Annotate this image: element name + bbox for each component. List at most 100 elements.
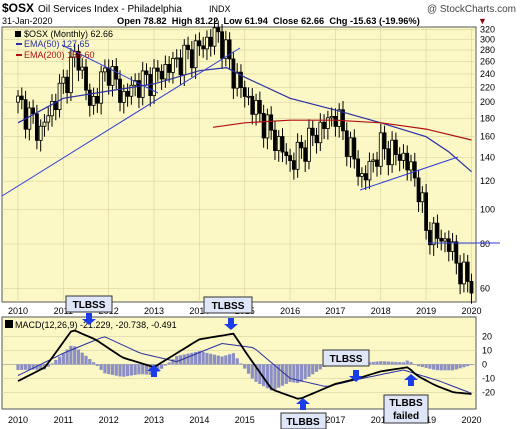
macd-y-tick-label: 0 (482, 359, 487, 369)
price-bar (265, 108, 270, 150)
price-bar (239, 64, 243, 99)
macd-hist-bar (156, 364, 160, 373)
macd-hist-bar (125, 364, 130, 377)
macd-hist-bar (80, 352, 84, 365)
x-tick-label: 2011 (54, 415, 73, 425)
price-bar (284, 143, 289, 165)
macd-hist-bar (228, 354, 232, 365)
callout-4-text: TLBBS (286, 417, 320, 428)
ohlc-readout: Open 78.82 High 81.22 Low 61.94 Close 62… (117, 16, 420, 26)
macd-hist-bar (235, 358, 239, 365)
legend-ema50: EMA(50) 127.65 (24, 39, 90, 49)
price-bar (208, 29, 213, 57)
macd-y-axis: -20 -10 0 10 20 (482, 332, 495, 398)
x-tick-label: 2017 (325, 306, 345, 316)
price-bar (371, 153, 376, 173)
price-y-tick-label: 200 (480, 97, 495, 107)
macd-hist-bar (277, 364, 281, 388)
macd-hist-bar (292, 364, 296, 383)
x-tick-label: 2015 (235, 415, 255, 425)
x-tick-label: 2016 (280, 306, 300, 316)
price-bar (356, 150, 360, 186)
macd-y-tick-label: 10 (482, 345, 492, 355)
x-tick-label: 2014 (189, 415, 209, 425)
price-y-tick-label: 160 (480, 132, 495, 142)
callout-2-text: TLBSS (212, 301, 245, 312)
price-y-tick-label: 320 (480, 24, 495, 34)
price-bar (367, 152, 372, 189)
macd-hist-bar (209, 353, 213, 365)
macd-hist-bar (382, 361, 387, 365)
macd-hist-bar (88, 359, 92, 365)
macd-y-tick-label: 20 (482, 332, 492, 342)
price-bar (50, 94, 54, 127)
trendline-up (1, 47, 241, 197)
macd-hist-bar (243, 364, 247, 369)
price-bar (231, 51, 236, 100)
price-bar (133, 73, 138, 97)
macd-hist-bar (118, 364, 122, 377)
macd-hist-bar (299, 364, 304, 382)
price-bar (152, 59, 156, 104)
macd-hist-bar (428, 364, 432, 369)
callout-3-text: TLBSS (330, 354, 363, 365)
price-bar (159, 64, 164, 91)
macd-hist-bar (46, 364, 50, 367)
price-bar (363, 165, 368, 190)
macd-hist-bar (254, 364, 258, 382)
macd-hist-bar (107, 364, 111, 375)
callout-3: TLBSS (322, 349, 370, 367)
price-bar (439, 229, 444, 251)
macd-hist-bar (175, 356, 179, 365)
macd-hist-bar (454, 364, 458, 370)
macd-hist-bar (424, 364, 428, 368)
signal-arrows (82, 313, 418, 410)
macd-hist-bar (458, 364, 462, 369)
price-y-tick-label: 260 (480, 57, 495, 67)
macd-hist-bar (435, 364, 440, 371)
price-bar (333, 108, 338, 137)
trendline-resistance (61, 44, 159, 94)
macd-hist-bar (314, 364, 319, 372)
price-bar (393, 132, 398, 166)
price-bar (76, 44, 81, 82)
price-y-tick-label: 60 (480, 284, 490, 294)
x-tick-label: 2020 (461, 415, 481, 425)
trendline-support (359, 156, 459, 191)
macd-hist-bar (443, 364, 447, 371)
macd-hist-bar (201, 352, 205, 365)
macd-hist-bar (39, 364, 43, 370)
macd-hist-bar (466, 364, 470, 367)
macd-y-tick-label: -10 (482, 373, 495, 383)
price-bar (307, 119, 311, 170)
macd-hist-bar (95, 364, 99, 366)
price-bar (378, 123, 383, 175)
macd-hist-bar (311, 364, 315, 375)
x-tick-label: 2017 (325, 415, 345, 425)
stockcharts-credit: @ StockCharts.com (427, 4, 516, 15)
price-bar (223, 30, 228, 67)
macd-hist-bar (133, 364, 137, 375)
macd-hist-bar (27, 364, 31, 370)
macd-hist-bar (114, 364, 118, 376)
macd-hist-bar (35, 364, 39, 370)
price-bar (318, 113, 323, 152)
macd-lines (17, 329, 472, 400)
ema50-line (17, 66, 472, 173)
macd-hist-bar (318, 364, 322, 370)
price-bar (359, 167, 364, 188)
legend-swatch-macd (5, 320, 13, 328)
macd-hist-bar (205, 352, 209, 365)
price-bar (212, 18, 217, 55)
macd-hist-bar (379, 361, 383, 365)
macd-hist-bar (61, 353, 65, 365)
price-bar (303, 140, 308, 172)
price-bar (390, 131, 395, 173)
price-bar (250, 88, 255, 125)
macd-hist-bar (73, 346, 77, 365)
legend-main: $OSX (Monthly) 62.66 (24, 29, 113, 39)
macd-hist-bar (50, 363, 54, 365)
legend-ema200: EMA(200) 156.60 (24, 50, 95, 60)
price-bar (220, 24, 224, 70)
